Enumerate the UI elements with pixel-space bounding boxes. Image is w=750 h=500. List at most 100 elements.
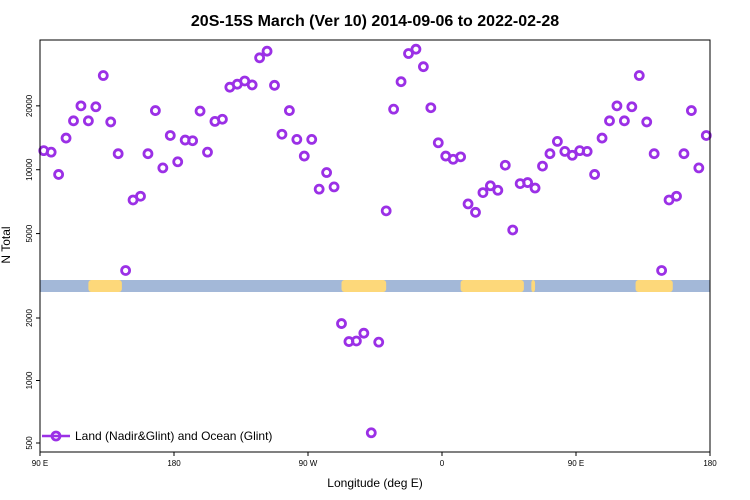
data-point [298,150,310,162]
land-segment [635,280,673,292]
y-tick-label: 1000 [25,371,34,389]
data-point [269,79,280,91]
land-segment [460,280,524,292]
data-point [135,190,146,202]
data-point [410,43,422,55]
data-point [254,52,266,64]
data-point [492,184,504,196]
x-axis-label: Longitude (deg E) [327,476,422,490]
data-point [45,146,57,158]
data-point [507,224,519,236]
data-point [499,159,511,171]
data-point [149,105,161,116]
data-point [477,187,489,199]
data-point [365,427,377,439]
data-point [544,148,556,160]
axis-ticks: 90 E 180 90 W 0 90 E 180 500 1000 2000 5000 10000 2… [25,94,717,468]
data-point [216,113,228,125]
data-point [432,137,444,149]
data-point [566,149,578,161]
data-point [142,148,154,160]
data-point [328,181,340,193]
data-point [633,70,645,81]
data-point [187,135,199,147]
data-point [321,167,333,178]
data-point [68,115,79,127]
data-point [261,45,273,57]
data-point [291,133,303,145]
data-point [403,48,414,59]
data-point [202,146,213,158]
land-segment [531,280,536,292]
data-point [306,133,318,145]
data-point [641,116,653,128]
data-point [172,156,184,168]
data-point [90,101,102,113]
data-point [656,265,668,276]
data-point [551,135,563,147]
y-tick-label: 5000 [25,224,34,242]
data-point [120,265,132,276]
legend: Land (Nadir&Glint) and Ocean (Glint) [42,429,272,443]
data-point [470,206,481,218]
data-point [700,130,712,141]
y-tick-label: 500 [25,436,34,450]
data-point [678,148,690,160]
data-point [611,100,623,112]
legend-marker-swatch [50,430,62,442]
land-segment [341,280,387,292]
data-points [38,43,712,439]
plot-frame [39,39,711,453]
x-tick-label: 90 E [32,459,48,468]
data-point [596,132,608,144]
y-tick-label: 10000 [25,158,34,181]
data-point [581,146,593,157]
data-point [60,132,72,144]
y-tick-label: 2000 [25,309,34,327]
x-tick-label: 90 E [568,459,584,468]
data-point [395,76,407,88]
data-point [358,327,370,339]
data-point [417,61,429,73]
data-point [75,100,87,112]
data-point [693,162,705,174]
x-tick-label: 90 W [299,459,318,468]
data-point [112,148,124,160]
data-point [455,151,467,163]
x-tick-label: 180 [167,459,181,468]
data-point [53,169,65,180]
data-point [246,79,258,91]
data-point [462,198,474,210]
data-point [388,103,400,115]
data-point [589,169,601,180]
data-point [164,130,176,141]
data-point [105,116,117,128]
data-point [425,102,437,114]
data-point [194,105,206,117]
y-tick-label: 20000 [25,94,34,117]
chart-title: 20S-15S March (Ver 10) 2014-09-06 to 202… [191,13,559,30]
land-segment [88,280,122,292]
data-point [283,105,295,116]
data-point [618,115,630,127]
x-tick-label: 0 [440,459,445,468]
data-point [671,190,682,202]
data-point [350,335,362,347]
data-point [380,205,392,217]
data-point [276,128,288,140]
data-point [373,336,385,348]
data-point [522,177,534,188]
data-point [604,115,615,127]
data-point [313,183,325,195]
data-point [529,182,541,194]
x-tick-label: 180 [703,459,717,468]
y-axis-label: N Total [0,226,13,263]
data-point [97,70,109,81]
data-point [685,105,697,116]
data-point [626,101,638,113]
data-point [484,180,496,192]
data-point [157,162,169,174]
data-point [336,318,347,329]
surface-type-band [40,280,710,292]
